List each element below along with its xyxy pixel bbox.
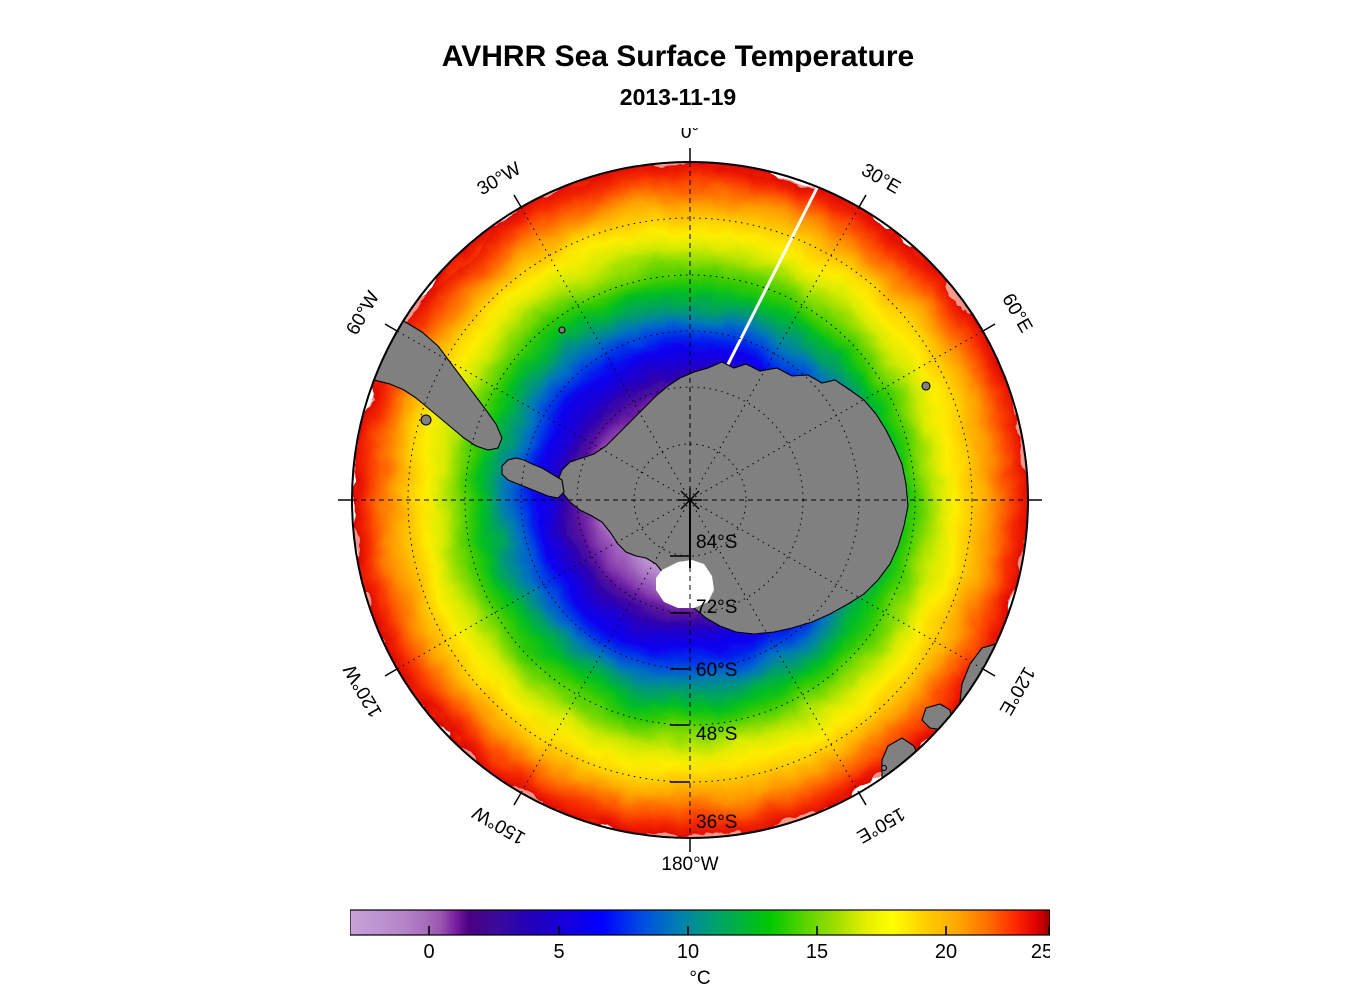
- new-zealand-south-island: [881, 737, 921, 801]
- swath-gap-artifact: [713, 177, 824, 391]
- island-macquarie: [880, 764, 888, 772]
- colorbar-tick-label-5: 5: [553, 941, 564, 963]
- parallel-label-84S: 84°S: [696, 532, 737, 553]
- meridian-150W: [520, 499, 691, 794]
- parallel-36S: [407, 217, 973, 783]
- island-falklands: [420, 414, 432, 426]
- island-south-georgia: [558, 326, 566, 334]
- page-subtitle: 2013-11-19: [619, 84, 737, 110]
- colorbar-ticks: [428, 926, 1050, 935]
- meridian-label-90W: 90°W: [330, 477, 331, 524]
- meridian-label-120W: 120°W: [340, 661, 387, 721]
- colorbar-tick-label-10: 10: [677, 941, 699, 963]
- parallel-label-60S: 60°S: [696, 660, 737, 681]
- meridian-120E: [689, 499, 984, 670]
- meridian-label-30E: 30°E: [858, 160, 904, 199]
- page-title: AVHRR Sea Surface Temperature: [441, 40, 915, 73]
- meridian-tick-marks: [338, 148, 1042, 852]
- parallel-84S: [633, 443, 747, 557]
- colorbar-unit-label: °C: [689, 968, 710, 989]
- colorbar-svg: 0 5 10 15 20 25 °C: [350, 909, 1050, 989]
- meridian-label-120E: 120°E: [995, 663, 1039, 719]
- meridian-label-60E: 60°E: [997, 290, 1036, 336]
- meridian-label-150W: 150°W: [469, 801, 529, 848]
- colorbar-tick-label-0: 0: [423, 941, 434, 963]
- meridian-120W: [396, 499, 691, 670]
- antarctica-landmass: [557, 361, 909, 635]
- colorbar-tick-label-20: 20: [935, 941, 957, 963]
- colorbar-gradient[interactable]: [350, 909, 1050, 936]
- meridian-30E: [689, 206, 860, 501]
- colorbar-tick-label-25: 25: [1031, 941, 1050, 963]
- parallel-label-72S: 72°S: [696, 597, 737, 618]
- ross-ice-shelf: [656, 560, 714, 608]
- parallel-label-48S: 48°S: [696, 724, 737, 745]
- parallel-label-36S: 36°S: [696, 812, 737, 833]
- meridian-label-60W: 60°W: [342, 288, 384, 339]
- meridian-label-150E: 150°E: [853, 803, 909, 847]
- map-svg: 84°S 72°S 60°S 48°S 36°S 0°: [330, 128, 1050, 872]
- meridian-label-90E: 90°E: [1049, 479, 1050, 520]
- meridian-label-180W: 180°W: [661, 854, 718, 872]
- parallel-tick-marks: [670, 555, 690, 783]
- meridian-150E: [689, 499, 860, 794]
- ice-shelf-polygons: [656, 560, 714, 608]
- polar-map[interactable]: 84°S 72°S 60°S 48°S 36°S 0°: [330, 128, 1050, 872]
- colorbar-tick-label-15: 15: [806, 941, 828, 963]
- antarctic-peninsula: [501, 457, 565, 499]
- meridian-30W: [520, 206, 691, 501]
- island-kerguelen: [921, 381, 931, 391]
- meridian-60W: [396, 330, 691, 501]
- colorbar[interactable]: 0 5 10 15 20 25 °C: [350, 902, 1050, 992]
- meridian-label-0: 0°: [681, 128, 699, 143]
- meridian-60E: [689, 330, 984, 501]
- meridian-label-30W: 30°W: [474, 158, 525, 200]
